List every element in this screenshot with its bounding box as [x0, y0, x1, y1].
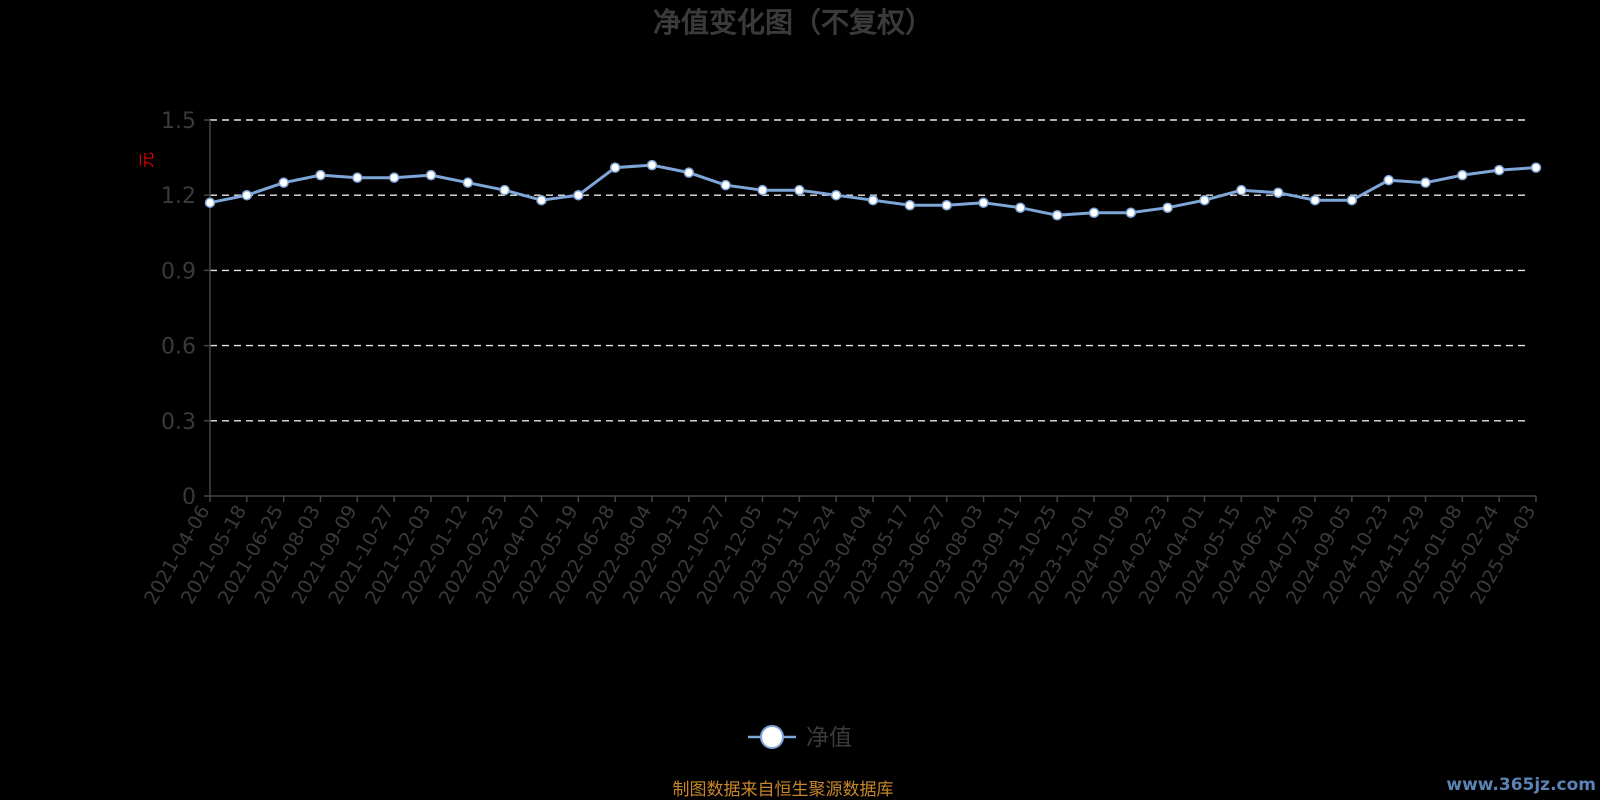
data-point[interactable] — [352, 172, 363, 183]
series-line — [209, 163, 1537, 217]
data-point[interactable] — [830, 189, 842, 201]
y-tick-label: 1.5 — [161, 109, 196, 134]
data-point[interactable] — [1346, 194, 1358, 206]
data-source-note: 制图数据来自恒生聚源数据库 — [673, 780, 894, 800]
y-tick-label: 1.2 — [161, 184, 196, 209]
data-point[interactable] — [1530, 162, 1542, 173]
data-point[interactable] — [757, 184, 768, 196]
data-point[interactable] — [646, 159, 658, 171]
data-point[interactable] — [1383, 174, 1394, 186]
y-tick-label: 0.3 — [161, 410, 196, 435]
data-point[interactable] — [683, 167, 695, 178]
data-point[interactable] — [573, 189, 584, 201]
data-point[interactable] — [1088, 207, 1100, 218]
data-point[interactable] — [536, 194, 547, 206]
grid-lines — [210, 119, 1530, 422]
legend[interactable]: 净值 — [748, 725, 852, 751]
data-point[interactable] — [1309, 194, 1321, 206]
series-nav — [204, 159, 1542, 221]
y-tick-label: 0.9 — [161, 259, 196, 284]
y-tick-label: 0 — [182, 485, 196, 510]
data-point[interactable] — [1272, 187, 1284, 198]
data-point[interactable] — [941, 199, 952, 211]
data-point[interactable] — [904, 199, 916, 211]
data-point[interactable] — [1051, 210, 1063, 221]
chart-title: 净值变化图（不复权） — [653, 6, 933, 39]
data-point[interactable] — [1457, 169, 1468, 181]
data-point[interactable] — [388, 172, 400, 183]
data-point[interactable] — [241, 189, 253, 201]
data-point[interactable] — [978, 197, 989, 208]
legend-label: 净值 — [806, 725, 852, 751]
data-point[interactable] — [1199, 194, 1210, 206]
data-point[interactable] — [462, 177, 474, 188]
data-point[interactable] — [720, 179, 731, 191]
data-point[interactable] — [204, 197, 216, 208]
x-axis-ticks: 2021-04-062021-05-182021-06-252021-08-03… — [140, 496, 1540, 608]
data-point[interactable] — [315, 169, 326, 181]
legend-marker-icon — [760, 725, 784, 749]
data-point[interactable] — [1162, 202, 1173, 213]
y-axis-unit-label: 元 — [137, 152, 156, 168]
data-point[interactable] — [1420, 177, 1431, 188]
data-point[interactable] — [1493, 164, 1505, 176]
data-point[interactable] — [425, 169, 437, 181]
data-point[interactable] — [794, 184, 805, 196]
data-point[interactable] — [867, 194, 879, 206]
watermark: www.365jz.com — [1446, 775, 1596, 795]
data-point[interactable] — [499, 184, 510, 196]
y-axis-ticks: 0 0.3 0.6 0.9 1.2 1.5 — [161, 109, 210, 510]
data-point[interactable] — [278, 177, 289, 188]
y-tick-label: 0.6 — [161, 335, 196, 360]
data-point[interactable] — [1015, 202, 1026, 213]
data-point[interactable] — [1236, 184, 1247, 196]
data-point[interactable] — [609, 162, 621, 173]
data-point[interactable] — [1125, 207, 1137, 218]
